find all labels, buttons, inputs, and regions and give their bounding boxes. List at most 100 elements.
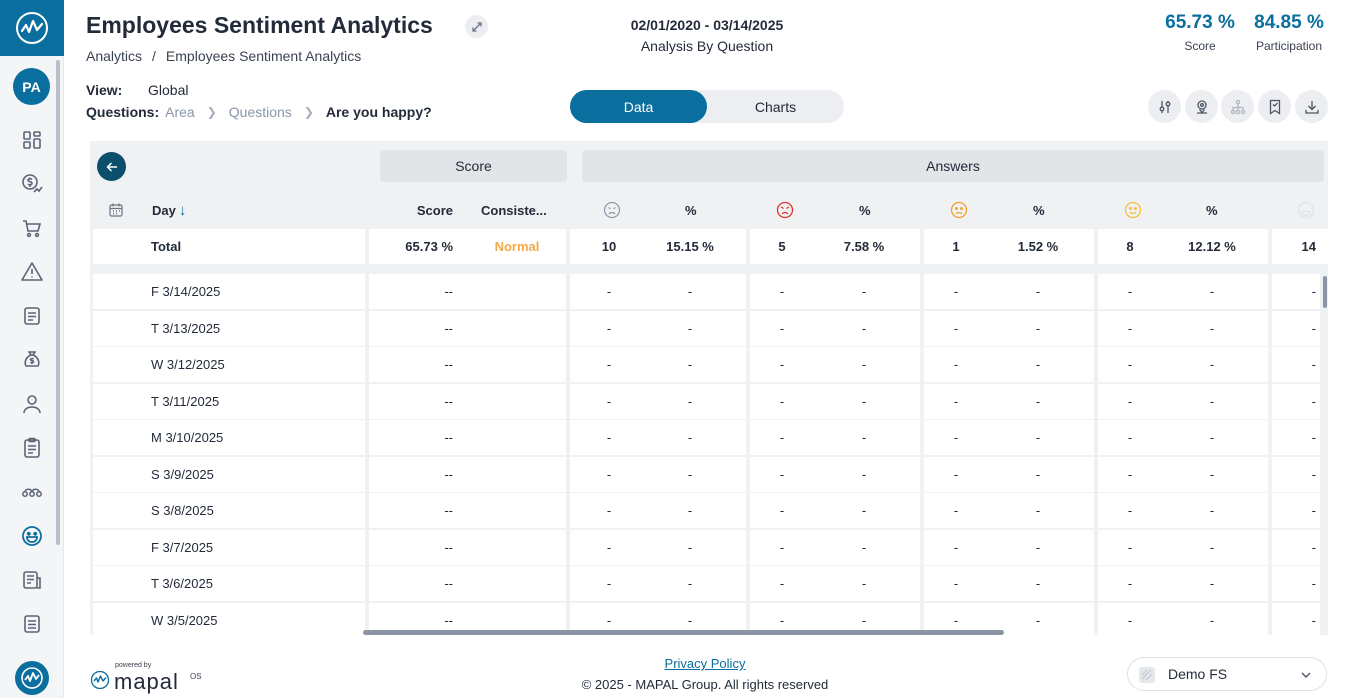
row-answer-1-pct: - — [687, 430, 693, 445]
hierarchy-button[interactable] — [1221, 90, 1254, 123]
brand-suffix: OS — [190, 672, 202, 681]
tab-data[interactable]: Data — [570, 90, 707, 123]
row-answer-3-count: - — [953, 284, 959, 299]
privacy-policy-link[interactable]: Privacy Policy — [664, 656, 746, 671]
report-icon[interactable] — [0, 294, 64, 338]
row-day: S 3/9/2025 — [151, 466, 214, 482]
row-answer-2-pct: - — [861, 576, 867, 591]
score-column-header[interactable]: Score — [416, 202, 453, 218]
row-answer-1-pct: - — [687, 284, 693, 299]
sliders-icon — [1159, 100, 1170, 113]
total-a3-count: 1 — [952, 239, 960, 254]
back-button[interactable] — [97, 152, 126, 181]
row-day: T 3/13/2025 — [151, 320, 221, 336]
hierarchy-icon — [1230, 99, 1245, 114]
row-day: T 3/11/2025 — [151, 393, 220, 409]
sidebar-scrollbar[interactable] — [56, 60, 60, 545]
person-icon[interactable] — [0, 382, 64, 426]
pct-column-header-2: % — [859, 202, 871, 218]
row-answer-4-count: - — [1127, 357, 1133, 372]
day-column-header[interactable]: Day ↓ — [152, 198, 186, 222]
row-answer-2-count: - — [779, 430, 785, 445]
row-answer-1-count: - — [606, 576, 612, 591]
row-answer-3-pct: - — [1035, 612, 1041, 628]
row-answer-5-count: - — [1311, 393, 1316, 409]
checklist-icon[interactable] — [0, 602, 64, 646]
mapal-logo-icon — [90, 670, 110, 690]
row-answer-4-pct: - — [1209, 430, 1215, 445]
filter-settings-button[interactable] — [1148, 90, 1181, 123]
total-a4-pct: 12.12 % — [1188, 239, 1236, 254]
row-answer-3-count: - — [953, 320, 959, 336]
clipboard-icon[interactable] — [0, 426, 64, 470]
finance-icon[interactable] — [0, 162, 64, 206]
sentiment-icon[interactable] — [0, 514, 64, 558]
row-answer-1-count: - — [606, 430, 612, 445]
tab-charts[interactable]: Charts — [754, 98, 797, 115]
row-answer-3-pct: - — [1035, 320, 1041, 336]
document-list-icon[interactable] — [0, 558, 64, 602]
analysis-by: Analysis By Question — [640, 38, 774, 54]
row-score: -- — [444, 503, 453, 518]
sort-descending-icon[interactable]: ↓ — [178, 201, 187, 219]
row-answer-4-pct: - — [1209, 284, 1215, 299]
row-answer-3-pct: - — [1035, 393, 1041, 409]
download-button[interactable] — [1295, 90, 1328, 123]
participation-kpi: 84.85 % Participation — [1250, 12, 1328, 53]
pct-column-header-1: % — [685, 202, 697, 218]
company-selector[interactable]: Demo FS — [1127, 657, 1327, 691]
workflow-icon[interactable] — [0, 470, 64, 514]
location-button[interactable] — [1185, 90, 1218, 123]
bookmark-button[interactable] — [1258, 90, 1291, 123]
app-logo[interactable] — [0, 0, 64, 56]
row-answer-1-pct: - — [687, 357, 693, 372]
chevron-down-icon — [1301, 672, 1311, 678]
breadcrumb-separator: / — [152, 48, 156, 64]
row-answer-5-count: - — [1311, 284, 1316, 299]
table-horizontal-scrollbar[interactable] — [363, 630, 1004, 635]
row-answer-5-count: - — [1311, 430, 1316, 445]
row-answer-1-count: - — [606, 612, 612, 628]
expand-button[interactable] — [465, 15, 488, 38]
dashboard-icon[interactable] — [0, 118, 64, 162]
total-a1-pct: 15.15 % — [666, 239, 714, 254]
row-answer-2-count: - — [779, 357, 785, 372]
copyright: © 2025 - MAPAL Group. All rights reserve… — [581, 677, 829, 692]
warning-icon[interactable] — [0, 250, 64, 294]
path-area[interactable]: Area — [165, 104, 195, 120]
row-score: -- — [444, 466, 453, 482]
row-answer-2-count: - — [779, 393, 785, 409]
user-avatar[interactable]: PA — [13, 68, 50, 105]
row-score: -- — [444, 539, 453, 555]
location-pin-icon — [1196, 99, 1207, 114]
company-name: Demo FS — [1168, 666, 1228, 682]
score-label: Score — [1184, 39, 1216, 53]
table-vertical-scrollbar[interactable] — [1323, 276, 1327, 308]
expand-icon — [471, 21, 482, 32]
date-range[interactable]: 02/01/2020 - 03/14/2025 — [630, 17, 784, 33]
total-a3-pct: 1.52 % — [1017, 239, 1059, 254]
consistency-column-header[interactable]: Consiste... — [481, 202, 547, 218]
row-answer-4-count: - — [1127, 430, 1133, 445]
breadcrumb-analytics[interactable]: Analytics — [86, 48, 143, 64]
money-bag-icon[interactable] — [0, 338, 64, 382]
mapal-os-icon[interactable] — [15, 661, 49, 695]
row-answer-4-count: - — [1127, 539, 1133, 555]
total-a4-count: 8 — [1126, 239, 1134, 254]
row-answer-2-pct: - — [861, 430, 867, 445]
row-answer-1-count: - — [606, 503, 612, 518]
cart-icon[interactable] — [0, 206, 64, 250]
row-day: W 3/12/2025 — [151, 357, 225, 372]
chevron-right-icon: ❯ — [303, 105, 314, 119]
row-day: M 3/10/2025 — [151, 430, 224, 445]
row-answer-5-count: - — [1311, 612, 1316, 628]
row-day: F 3/7/2025 — [151, 539, 214, 555]
row-answer-4-count: - — [1127, 393, 1133, 409]
row-answer-2-count: - — [779, 466, 785, 482]
path-questions[interactable]: Questions — [228, 104, 292, 120]
row-answer-3-pct: - — [1035, 430, 1041, 445]
row-answer-4-pct: - — [1209, 503, 1215, 518]
row-score: -- — [444, 320, 453, 336]
row-answer-3-count: - — [953, 430, 959, 445]
row-score: -- — [444, 284, 453, 299]
